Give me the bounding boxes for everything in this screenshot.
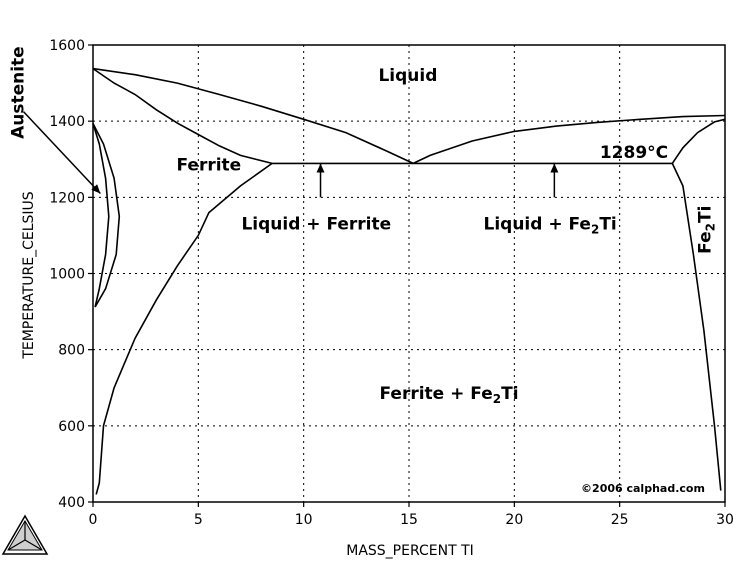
grid-lines bbox=[93, 45, 725, 502]
y-tick-label: 1400 bbox=[49, 114, 85, 130]
annotation-arrows bbox=[22, 111, 559, 198]
phase-boundary-curve bbox=[92, 67, 414, 165]
phase-boundary-curve bbox=[671, 163, 722, 491]
x-tick-label: 0 bbox=[89, 512, 98, 528]
phase-boundary-curve bbox=[92, 123, 121, 308]
x-tick-label: 10 bbox=[295, 512, 313, 528]
axis-ticks: 0 5 10 15 20 25 30 400 600 800 1000 1200 1400 1600 bbox=[49, 38, 734, 528]
y-tick-label: 800 bbox=[58, 343, 85, 359]
copyright-label: ©2006 calphad.com bbox=[581, 482, 705, 495]
y-tick-label: 400 bbox=[58, 495, 85, 511]
region-label: Liquid bbox=[378, 66, 437, 86]
region-labels: Liquid Ferrite Liquid + Ferrite Liquid + Fe… bbox=[8, 46, 717, 406]
thermo-calc-triangle-logo-icon bbox=[1, 514, 49, 555]
x-tick-label: 5 bbox=[194, 512, 203, 528]
x-tick-label: 15 bbox=[400, 512, 418, 528]
region-label: Ferrite + Fe2Ti bbox=[380, 384, 519, 406]
arrowhead bbox=[91, 184, 101, 194]
region-label: Liquid + Ferrite bbox=[241, 214, 391, 234]
y-tick-label: 1600 bbox=[49, 38, 85, 54]
y-tick-label: 1000 bbox=[49, 267, 85, 283]
y-tick-label: 1200 bbox=[49, 190, 85, 206]
y-tick-label: 600 bbox=[58, 419, 85, 435]
region-label: Ferrite bbox=[177, 156, 242, 176]
phase-boundary-curve bbox=[412, 114, 726, 165]
phase-boundary-curve bbox=[671, 118, 726, 164]
arrowhead bbox=[316, 163, 325, 173]
vertical-region-label: Fe2Ti bbox=[695, 206, 717, 254]
phase-boundary-curve bbox=[92, 123, 110, 308]
phase-boundary-curve bbox=[95, 162, 273, 495]
arrowhead bbox=[550, 163, 559, 173]
x-tick-label: 30 bbox=[716, 512, 734, 528]
y-axis-title: TEMPERATURE_CELSIUS bbox=[21, 191, 37, 359]
x-tick-label: 25 bbox=[611, 512, 629, 528]
phase-boundary-curve bbox=[92, 67, 273, 165]
region-label: Liquid + Fe2Ti bbox=[484, 214, 617, 236]
x-axis-title: MASS_PERCENT TI bbox=[346, 543, 474, 559]
phase-boundaries bbox=[92, 67, 726, 495]
eutectic-temperature-label: 1289°C bbox=[600, 143, 668, 163]
x-tick-label: 20 bbox=[505, 512, 523, 528]
annotation-arrow-line bbox=[22, 111, 101, 195]
vertical-region-label: Austenite bbox=[8, 46, 28, 139]
